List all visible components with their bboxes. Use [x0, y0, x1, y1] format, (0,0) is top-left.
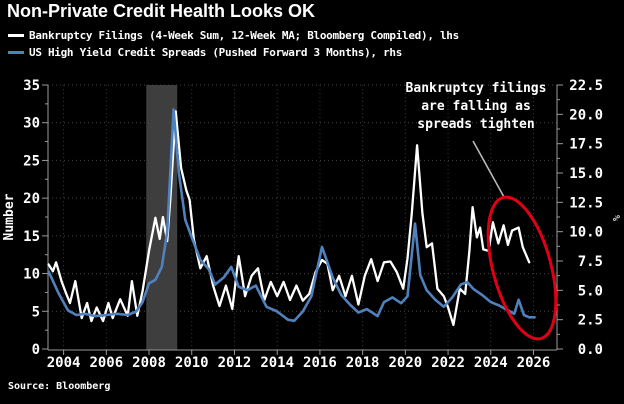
x-axis-tick-label: 2014 [260, 355, 294, 371]
x-axis-tick-label: 2004 [47, 355, 81, 371]
bankruptcy-series-line [47, 110, 531, 327]
annotation-pointer-line [472, 140, 505, 198]
left-axis-tick-label: 0 [32, 342, 40, 358]
source-note: Source: Bloomberg [8, 381, 111, 392]
right-axis-tick-label: 15.0 [569, 166, 603, 182]
legend-item-spreads: US High Yield Credit Spreads (Pushed For… [8, 44, 459, 61]
x-axis-tick-label: 2016 [303, 355, 337, 371]
right-axis-tick-label: 17.5 [569, 137, 603, 153]
left-axis-tick-label: 5 [32, 304, 40, 320]
x-axis-tick-label: 2010 [175, 355, 209, 371]
left-axis-tick-label: 25 [23, 153, 40, 169]
left-axis-title: Number [2, 193, 17, 240]
legend-label-spreads: US High Yield Credit Spreads (Pushed For… [29, 46, 403, 59]
left-axis-tick-label: 15 [23, 229, 40, 245]
left-axis-tick-label: 35 [23, 78, 40, 94]
x-axis-tick-label: 2018 [346, 355, 380, 371]
right-axis-tick-label: 22.5 [569, 78, 603, 94]
right-axis-unit: % [610, 215, 621, 221]
annotation-callout: Bankruptcy filings are falling as spread… [405, 81, 547, 133]
right-axis-tick-label: 7.5 [578, 254, 603, 270]
x-axis-tick-label: 2020 [388, 355, 422, 371]
legend-item-bankruptcy: Bankruptcy Filings (4-Week Sum, 12-Week … [8, 27, 459, 44]
x-axis-tick-label: 2008 [132, 355, 166, 371]
x-axis-tick-label: 2012 [218, 355, 252, 371]
spreads-series-line [47, 108, 536, 323]
chart-title: Non-Private Credit Health Looks OK [7, 1, 316, 21]
legend: Bankruptcy Filings (4-Week Sum, 12-Week … [8, 27, 459, 61]
right-axis-tick-label: 5.0 [578, 283, 603, 299]
left-axis-tick-label: 10 [23, 267, 40, 283]
legend-swatch-bankruptcy [8, 34, 24, 37]
right-axis-tick-label: 0.0 [578, 342, 603, 358]
legend-label-bankruptcy: Bankruptcy Filings (4-Week Sum, 12-Week … [29, 29, 459, 42]
x-axis-tick-label: 2026 [517, 355, 551, 371]
left-axis-tick-label: 30 [23, 116, 40, 132]
x-axis-tick-label: 2022 [431, 355, 465, 371]
highlight-ellipse [486, 195, 558, 341]
right-axis-tick-label: 2.5 [578, 313, 603, 329]
left-axis-tick-label: 20 [23, 191, 40, 207]
legend-swatch-spreads [8, 51, 24, 54]
x-axis-tick-label: 2024 [474, 355, 508, 371]
right-axis-tick-label: 10.0 [569, 225, 603, 241]
right-axis-tick-label: 20.0 [569, 107, 603, 123]
x-axis-tick-label: 2006 [89, 355, 123, 371]
right-axis-tick-label: 12.5 [569, 195, 603, 211]
